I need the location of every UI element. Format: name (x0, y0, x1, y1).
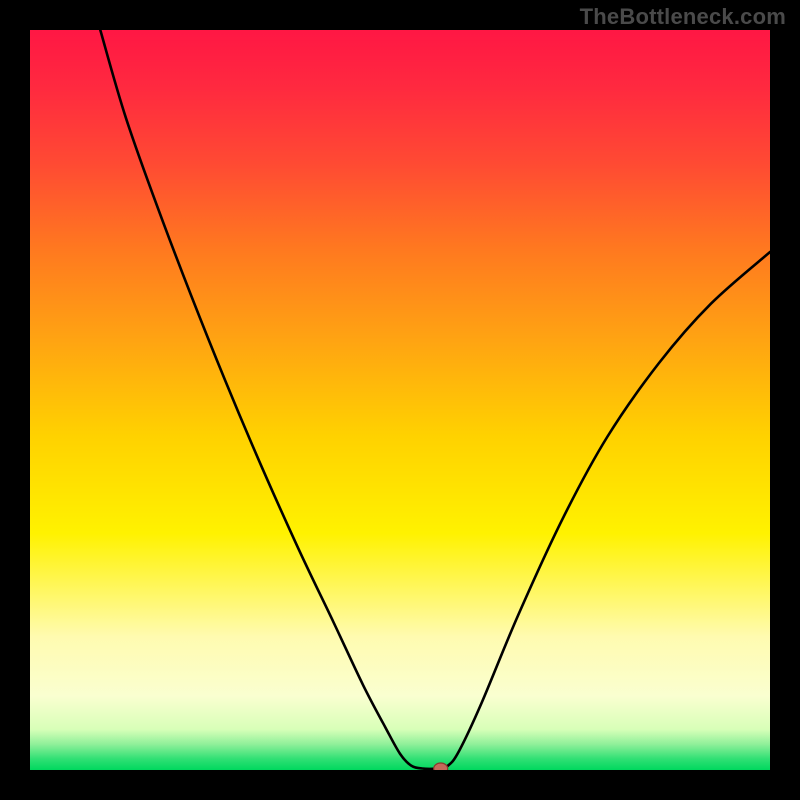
bottleneck-curve-chart (30, 30, 770, 770)
chart-frame: TheBottleneck.com (0, 0, 800, 800)
optimum-marker (434, 763, 448, 770)
plot-area (30, 30, 770, 770)
watermark-label: TheBottleneck.com (580, 4, 786, 30)
gradient-background (30, 30, 770, 770)
